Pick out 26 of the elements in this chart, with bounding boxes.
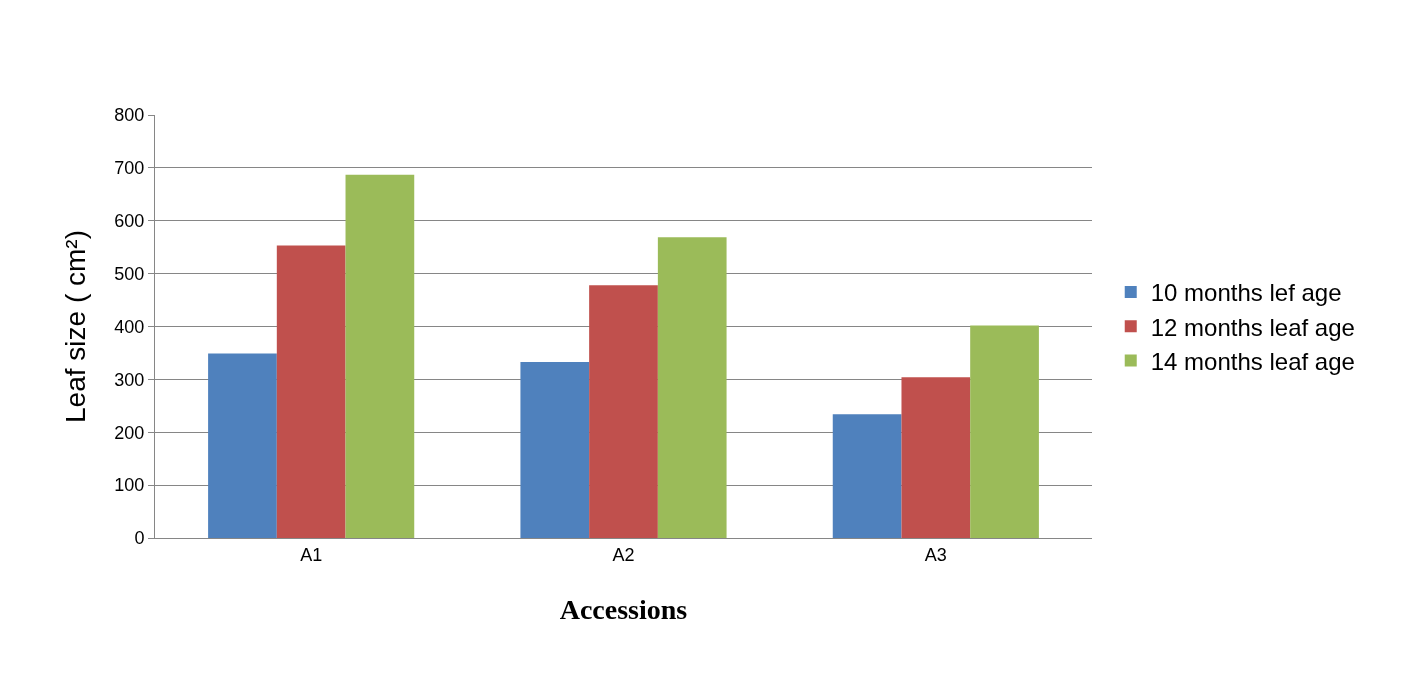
y-tick-label: 600 [114,211,145,232]
y-tick-label: 800 [114,105,145,126]
legend-label: 14 months leaf age [1150,347,1355,375]
bar [589,285,658,538]
x-tick-label: A2 [612,544,635,565]
legend-label: 12 months leaf age [1150,313,1355,341]
bar [832,414,902,538]
y-tick-label: 500 [114,263,145,284]
x-tick-label: A3 [924,544,947,565]
y-tick-label: 400 [114,316,145,337]
y-tick-label: 300 [114,369,145,390]
y-axis-title: Leaf size ( cm²) [60,230,92,423]
bar [520,361,590,538]
x-tick-label: A1 [300,544,323,565]
y-tick-label: 200 [114,422,145,443]
bar [657,237,727,538]
bar [970,325,1039,538]
legend-label: 10 months lef age [1150,279,1342,307]
x-axis-title: Accessions [559,593,688,625]
bar [208,353,277,538]
bar [901,377,971,538]
y-tick-label: 100 [114,475,145,496]
y-tick-label: 0 [134,528,145,549]
bar [276,245,346,538]
bar [345,174,415,538]
y-tick-label: 700 [114,158,145,179]
